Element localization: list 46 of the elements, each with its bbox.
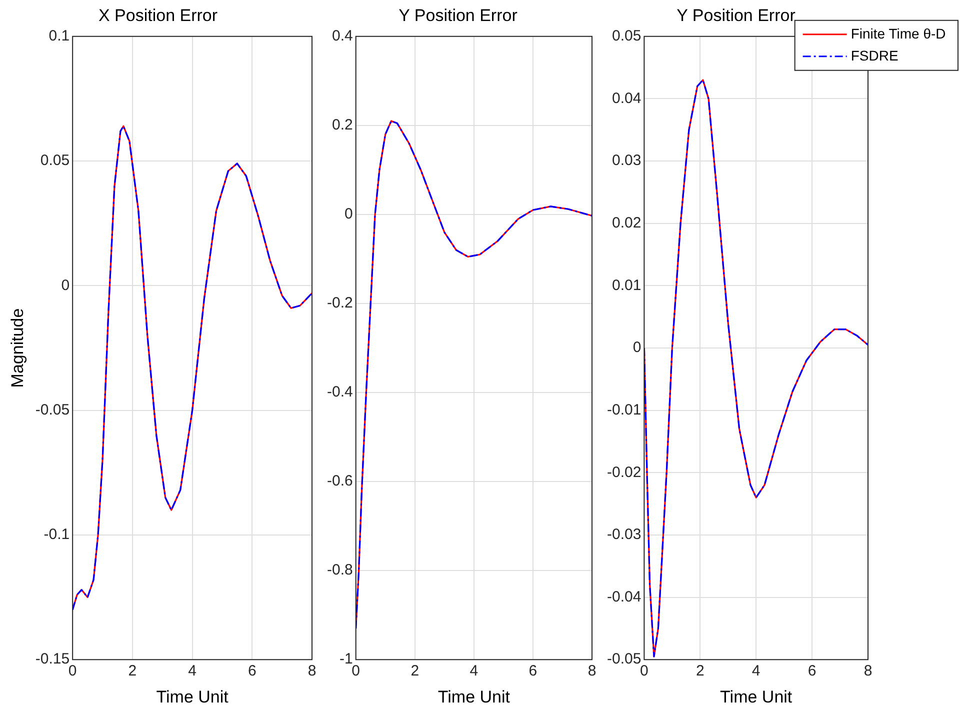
y-tick-label: 0.04	[612, 90, 642, 107]
y-tick-label: 0	[344, 206, 353, 223]
x-tick-label: 2	[696, 662, 704, 680]
x-axis-title: Time Unit	[438, 687, 510, 706]
legend-label: FSDRE	[850, 47, 898, 64]
y-tick-label: -0.03	[606, 526, 642, 544]
y-tick-label: 0.02	[612, 214, 642, 232]
y-tick-label: 0.05	[612, 28, 642, 45]
y-tick-label: 0.03	[612, 152, 642, 170]
y-axis-title: Magnitude	[8, 308, 27, 388]
y-tick-label: -0.4	[326, 384, 353, 401]
x-tick-label: 8	[308, 662, 316, 680]
y-tick-label: -0.05	[606, 650, 642, 668]
y-tick-label: 0	[632, 339, 642, 356]
y-tick-label: -0.2	[326, 294, 353, 312]
x-tick-label: 4	[188, 662, 196, 680]
legend-label: Finite Time θ-D	[850, 25, 946, 42]
x-tick-label: 8	[588, 662, 596, 680]
x-tick-label: 6	[248, 662, 256, 680]
x-tick-label: 8	[864, 662, 872, 680]
y-tick-label: -0.01	[606, 401, 642, 418]
y-tick-label: 0.01	[612, 276, 642, 294]
x-tick-label: 6	[528, 662, 538, 680]
y-tick-label: -0.04	[606, 588, 642, 606]
y-tick-label: -0.05	[35, 401, 70, 418]
chart-title: Y Position Error	[676, 6, 796, 25]
x-tick-label: 2	[410, 662, 420, 680]
y-tick-label: 0.2	[332, 116, 353, 134]
y-tick-label: -0.8	[326, 562, 353, 579]
x-tick-label: 4	[752, 662, 760, 680]
y-tick-label: 0.05	[40, 152, 70, 170]
x-tick-label: 4	[470, 662, 478, 680]
y-tick-label: -0.1	[44, 526, 70, 544]
y-tick-label: -1	[340, 650, 353, 668]
y-tick-label: -0.6	[326, 472, 353, 490]
y-tick-label: -0.02	[606, 464, 642, 481]
y-tick-label: -0.15	[35, 650, 70, 668]
x-axis-title: Time Unit	[720, 687, 792, 706]
chart-title: X Position Error	[98, 6, 218, 25]
x-axis-title: Time Unit	[156, 687, 229, 706]
y-tick-label: 0.1	[48, 28, 70, 45]
y-tick-label: 0	[61, 276, 70, 294]
y-tick-label: 0.4	[332, 28, 353, 45]
x-tick-label: 2	[128, 662, 137, 680]
x-tick-label: 6	[808, 662, 816, 680]
chart-title: Y Position Error	[398, 6, 518, 25]
